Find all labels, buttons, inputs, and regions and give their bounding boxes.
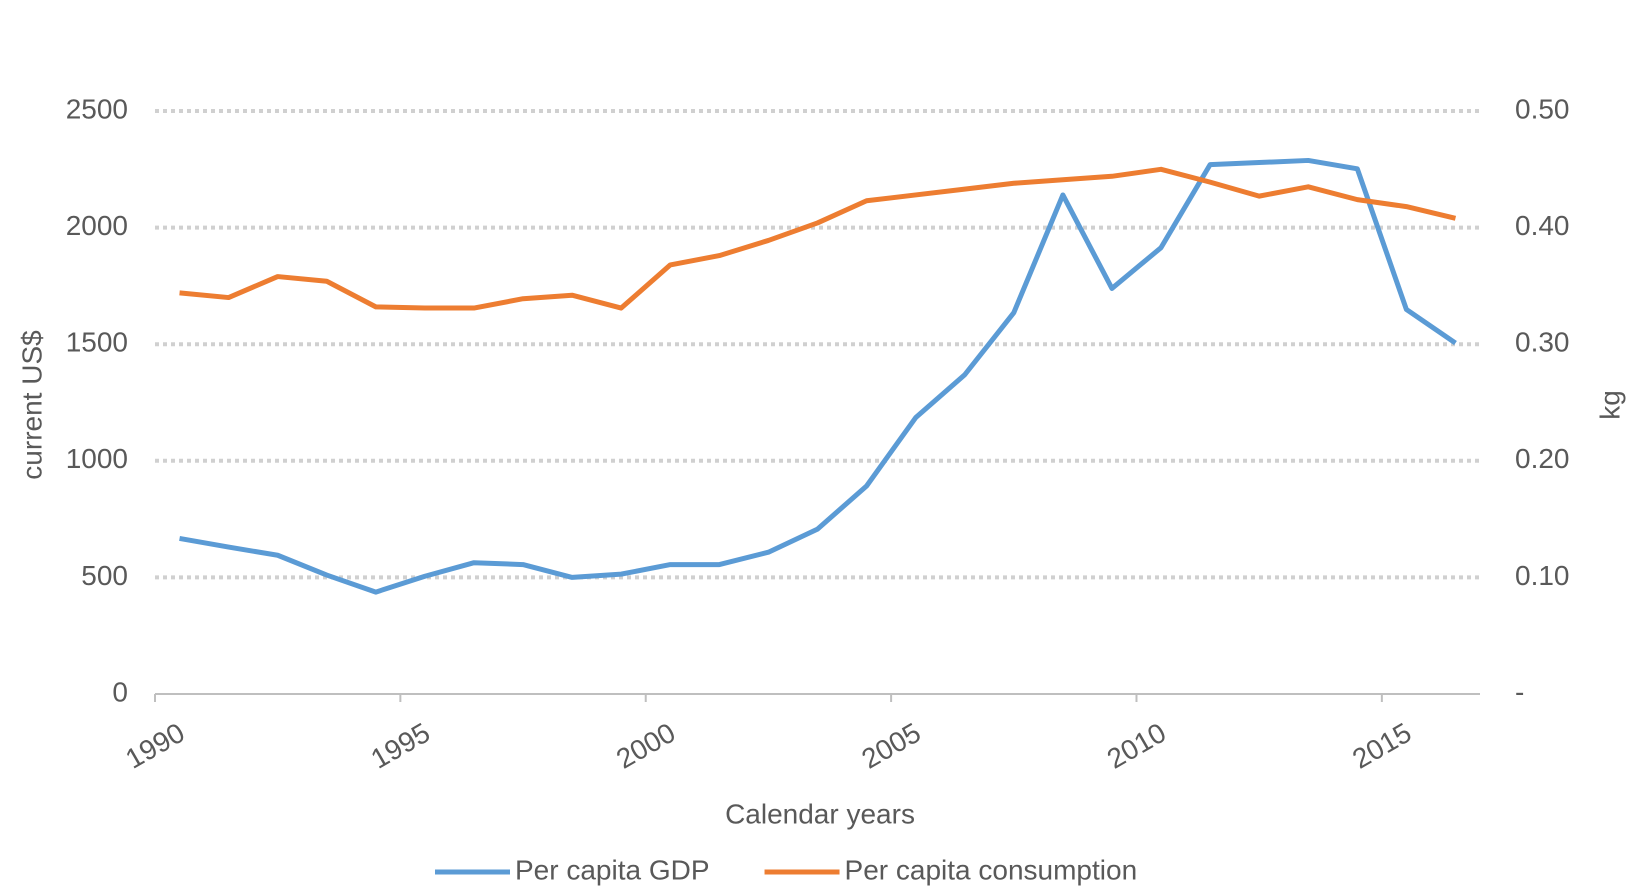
y-tick-label: 2500 — [66, 93, 128, 124]
y2-tick-label: 0.40 — [1515, 210, 1570, 241]
y2-tick-label: 0.10 — [1515, 560, 1570, 591]
y2-tick-label: 0.30 — [1515, 327, 1570, 358]
series-line — [179, 166, 1457, 311]
y-tick-label: 0 — [112, 676, 128, 707]
x-axis-label: Calendar years — [725, 798, 915, 829]
y2-tick-label: - — [1515, 676, 1524, 707]
x-tick-label: 1990 — [120, 717, 189, 775]
y2-tick-label: 0.50 — [1515, 93, 1570, 124]
x-tick-label: 2000 — [611, 717, 680, 775]
x-tick-label: 1995 — [366, 717, 435, 775]
y2-tick-label: 0.20 — [1515, 443, 1570, 474]
x-tick-label: 2010 — [1102, 717, 1171, 775]
y-axis-label: current US$ — [16, 330, 47, 480]
y-tick-label: 500 — [81, 560, 128, 591]
series-line — [179, 157, 1457, 595]
y2-axis-label: kg — [1594, 390, 1625, 420]
legend-label: Per capita consumption — [845, 854, 1138, 885]
x-tick-label: 2015 — [1347, 717, 1416, 775]
x-tick-label: 2005 — [856, 717, 925, 775]
y-tick-label: 2000 — [66, 210, 128, 241]
y-tick-label: 1500 — [66, 327, 128, 358]
legend-label: Per capita GDP — [515, 854, 710, 885]
y-tick-label: 1000 — [66, 443, 128, 474]
